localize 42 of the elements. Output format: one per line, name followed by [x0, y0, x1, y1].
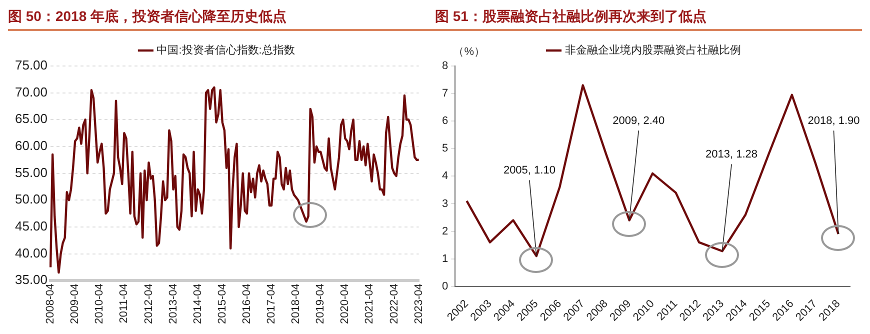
y-tick-label: 4 [442, 170, 448, 182]
legend-label: 中国:投资者信心指数:总指数 [156, 44, 295, 57]
y-tick-label: 55.00 [14, 164, 48, 180]
y-tick-label: 1 [442, 252, 448, 265]
x-tick-label: 2021-04 [364, 284, 376, 324]
x-tick-label: 2010-04 [94, 284, 106, 324]
chart-title: 图 50：2018 年底，投资者信心降至历史低点 [8, 8, 435, 31]
y-tick-label: 5 [442, 142, 448, 155]
x-tick-label: 2009-04 [69, 284, 82, 324]
y-tick-label: 70.00 [14, 84, 48, 100]
y-tick-label: 50.00 [14, 192, 48, 207]
chart-title: 图 51：股票融资占社融比例再次来到了低点 [435, 8, 862, 31]
y-tick-label: 40.00 [14, 245, 48, 260]
x-tick-label: 2017-04 [266, 284, 278, 324]
x-tick-label: 2023-04 [412, 284, 425, 324]
y-tick-label: 2 [442, 225, 448, 238]
annotation: 2009, 2.40 [612, 115, 665, 128]
x-tick-label: 2013-04 [167, 284, 180, 324]
x-tick-label: 2019-04 [314, 284, 327, 324]
y-tick-label: 60.00 [14, 138, 48, 154]
x-tick-label: 2015-04 [216, 284, 228, 324]
y-tick-label: 45.00 [14, 218, 48, 234]
annotation: 2018, 1.90 [808, 115, 860, 128]
annotation: 2005, 1.10 [503, 164, 556, 177]
annotation: 2013, 1.28 [706, 148, 758, 161]
y-tick-label: 65.00 [14, 111, 48, 126]
x-tick-label: 2018-04 [290, 284, 302, 324]
x-tick-label: 2011-04 [118, 284, 130, 324]
y-axis-title: （%） [453, 46, 486, 58]
x-tick-label: 2016-04 [240, 284, 253, 324]
legend-label: 非金融企业境内股票融资占社融比例 [564, 44, 741, 57]
y-tick-label: 3 [442, 198, 448, 210]
x-tick-label: 2022-04 [388, 284, 400, 324]
x-tick-label: 2012-04 [142, 284, 155, 324]
y-tick-label: 0 [442, 280, 448, 292]
y-tick-label: 75.00 [14, 58, 48, 73]
x-tick-label: 2014-04 [192, 284, 204, 324]
x-tick-label: 2020-04 [339, 284, 352, 324]
y-tick-label: 8 [442, 60, 448, 72]
y-tick-label: 6 [442, 115, 448, 128]
x-tick-label: 2008-04 [44, 284, 57, 324]
y-tick-label: 7 [442, 88, 448, 100]
